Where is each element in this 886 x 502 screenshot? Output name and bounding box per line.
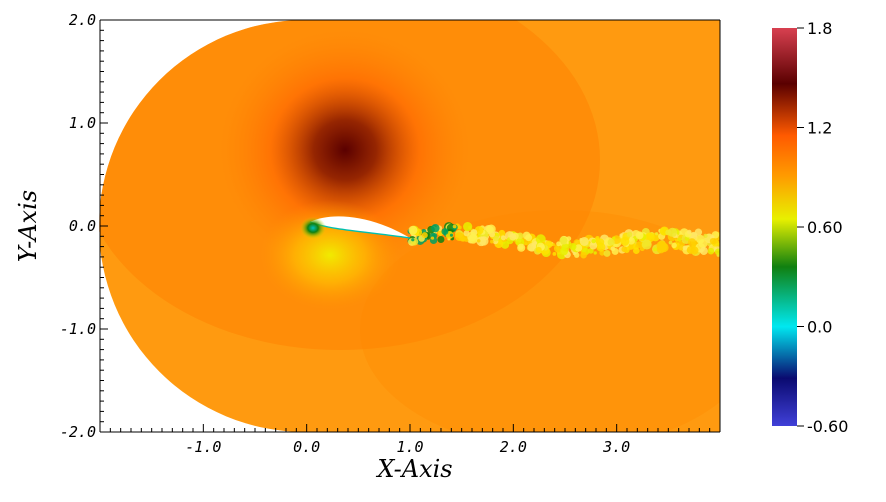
wake-blob [572, 251, 576, 256]
colorbar [772, 28, 797, 426]
x-tick-label: 3.0 [602, 438, 630, 456]
wake-blob [468, 233, 478, 244]
wake-blob [421, 232, 428, 239]
wake-blob [653, 247, 658, 252]
colorbar-tick-label: 1.2 [807, 119, 832, 138]
colorbar-tick-label: 0.0 [807, 318, 832, 337]
wake-blob [454, 232, 464, 241]
wake-blob [603, 249, 611, 257]
wake-blob [699, 246, 708, 255]
wake-blob [620, 236, 630, 246]
wake-blob [707, 247, 715, 255]
wake-blob [599, 250, 605, 256]
wake-blob [589, 241, 598, 250]
wake-blob [556, 241, 562, 247]
wake-blob [552, 251, 557, 256]
wake-blob [411, 238, 415, 242]
wake-blob [593, 251, 597, 255]
wake-blob [441, 228, 449, 236]
y-tick-label: 1.0 [69, 114, 96, 132]
wake-blob [485, 225, 493, 233]
wake-blob [579, 236, 589, 246]
wake-blob [587, 247, 594, 254]
wake-blob [476, 236, 487, 247]
y-tick-label: -2.0 [60, 423, 96, 441]
wake-blob [516, 232, 524, 240]
wake-blob [509, 233, 517, 241]
wake-blob [677, 244, 685, 251]
wake-blob [682, 245, 688, 251]
pseudocolor-field [99, 20, 720, 432]
wake-blob [437, 236, 445, 244]
wake-blob [574, 244, 583, 252]
x-axis-title: X-Axis [375, 455, 452, 483]
wake-blob [626, 231, 633, 238]
wake-blob [449, 233, 454, 237]
wake-blob [611, 247, 619, 255]
wake-blob [527, 242, 537, 252]
wake-blob [535, 246, 542, 253]
wake-blob [500, 235, 507, 241]
stagnation-region [300, 217, 326, 239]
wake-blob [408, 225, 418, 235]
wake-blob [671, 242, 677, 249]
x-tick-label: 0.0 [293, 438, 320, 456]
wake-blob [635, 231, 644, 240]
y-tick-label: 0.0 [69, 217, 96, 235]
x-axis-ticks: -1.0 0.0 1.0 2.0 3.0 [99, 424, 721, 456]
colorbar-tick-label: -0.60 [807, 417, 848, 436]
colorbar-tick-label: 0.60 [807, 218, 843, 237]
wake-blob [493, 235, 499, 242]
wake-blob [580, 251, 587, 259]
wake-blob [668, 240, 673, 245]
x-tick-label: -1.0 [185, 438, 221, 456]
y-tick-label: 2.0 [69, 11, 96, 29]
wake-blob [463, 221, 473, 232]
wake-blob [695, 234, 705, 244]
wake-blob [559, 236, 568, 245]
wake-blob [569, 243, 577, 251]
wake-blob [656, 240, 667, 251]
x-tick-label: 2.0 [500, 438, 527, 456]
wake-blob [522, 231, 531, 240]
wake-blob [566, 236, 572, 241]
wake-blob [635, 241, 643, 248]
colorbar-ticks: 1.8 1.2 0.60 0.0 -0.60 [797, 19, 848, 436]
wake-blob [607, 238, 615, 246]
airfoil [310, 216, 410, 238]
wake-blob [552, 243, 556, 247]
wake-blob [667, 227, 678, 237]
wake-blob [687, 229, 692, 235]
x-tick-label: 1.0 [396, 438, 423, 456]
wake-blob [687, 238, 696, 247]
wake-blob [690, 246, 699, 255]
wake-blob [703, 233, 708, 238]
wake-blob [517, 243, 526, 252]
wake-blob [632, 247, 640, 255]
wake-blob [430, 236, 435, 240]
wake-blob [452, 224, 457, 229]
wake-blob [498, 229, 506, 237]
high-value-region [220, 30, 470, 270]
wake-blob [591, 238, 596, 244]
y-axis-ticks: 2.0 1.0 0.0 -1.0 -2.0 [60, 11, 108, 441]
wake-blob [596, 242, 606, 252]
colorbar-tick-label: 1.8 [807, 19, 832, 38]
wake-blob [431, 223, 440, 233]
wake-blob [477, 239, 481, 243]
wake [407, 221, 720, 260]
wake-blob [709, 238, 717, 245]
wake-blob [490, 239, 494, 244]
wake-blob [559, 247, 569, 256]
wake-blob [621, 246, 628, 253]
y-axis-title: Y-Axis [14, 190, 42, 262]
wake-blob [694, 228, 703, 236]
wake-blob [675, 238, 679, 242]
wake-blob [655, 232, 659, 236]
low-value-region [260, 200, 400, 310]
y-tick-label: -1.0 [60, 320, 96, 338]
wake-blob [641, 239, 652, 250]
